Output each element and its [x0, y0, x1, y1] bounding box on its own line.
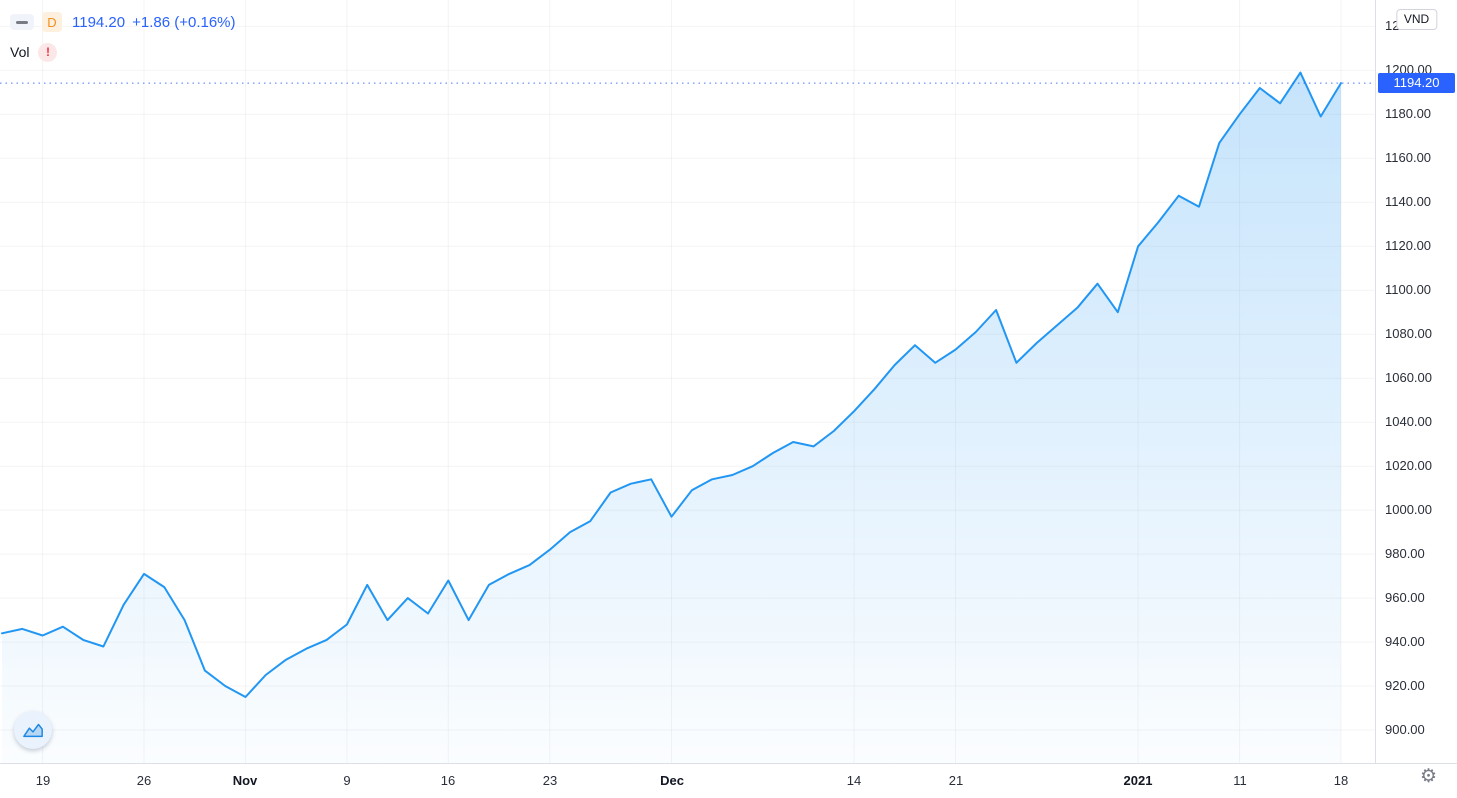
price-axis-label: 1020.00: [1385, 458, 1432, 473]
time-axis-label: Dec: [660, 773, 684, 788]
area-chart-icon: [23, 723, 43, 738]
volume-warning-icon[interactable]: !: [38, 42, 58, 62]
price-axis-label: 1140.00: [1385, 194, 1432, 209]
time-axis-label: 9: [343, 773, 351, 788]
price-axis-label: 960.00: [1385, 590, 1425, 605]
price-axis-label: 1060.00: [1385, 370, 1432, 385]
price-axis-label: 1180.00: [1385, 106, 1432, 121]
time-axis-label: 16: [440, 773, 456, 788]
time-axis-label: 23: [542, 773, 558, 788]
last-price: 1194.20: [72, 13, 126, 31]
chart-style-button[interactable]: [14, 711, 52, 749]
price-axis-label: 1000.00: [1385, 502, 1432, 517]
price-axis-label: 1160.00: [1385, 150, 1432, 165]
series-menu-icon[interactable]: [10, 14, 34, 30]
chart-legend: D 1194.20 +1.86 (+0.16%) Vol !: [10, 10, 243, 64]
price-axis-label: 1080.00: [1385, 326, 1432, 341]
time-axis-label: 14: [846, 773, 862, 788]
time-axis-label: 18: [1333, 773, 1349, 788]
price-axis-label: 980.00: [1385, 546, 1425, 561]
price-axis-label: 920.00: [1385, 678, 1425, 693]
price-axis-label: 900.00: [1385, 722, 1425, 737]
volume-label[interactable]: Vol: [10, 44, 30, 60]
time-axis-label: 2021: [1123, 773, 1153, 788]
settings-gear-icon[interactable]: ⚙: [1419, 766, 1437, 787]
currency-toggle-button[interactable]: VND: [1395, 9, 1438, 30]
price-axis-label: 940.00: [1385, 634, 1425, 649]
time-axis-label: Nov: [232, 773, 258, 788]
time-axis-label: 21: [948, 773, 964, 788]
price-area-chart[interactable]: [0, 0, 1375, 763]
price-axis-label: 1120.00: [1385, 238, 1432, 253]
timeframe-badge[interactable]: D: [42, 12, 62, 32]
series-legend-row: D 1194.20 +1.86 (+0.16%): [10, 10, 243, 34]
price-axis-label: 1040.00: [1385, 414, 1432, 429]
time-axis-label: 19: [35, 773, 51, 788]
time-axis-label: 11: [1233, 773, 1247, 788]
price-change: +1.86 (+0.16%): [132, 13, 236, 31]
last-price-badge: 1194.20: [1378, 73, 1455, 93]
time-axis[interactable]: 19 26 Nov 9 16 23 Dec 14 21 2021 11 18: [0, 763, 1457, 798]
volume-legend-row: Vol !: [10, 40, 243, 64]
price-axis-label: 1100.00: [1385, 282, 1432, 297]
price-axis[interactable]: 1220.001200.001180.001160.001140.001120.…: [1375, 0, 1457, 763]
time-axis-label: 26: [136, 773, 152, 788]
